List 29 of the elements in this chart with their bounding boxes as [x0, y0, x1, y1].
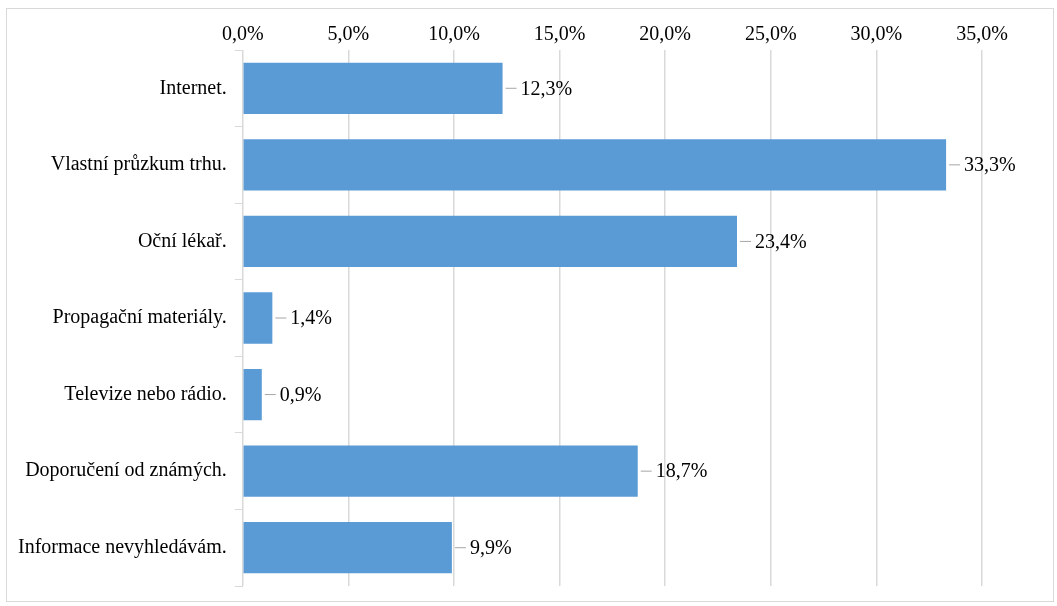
- y-tick-label: Internet.: [159, 75, 227, 98]
- data-label: 12,3%: [520, 76, 573, 99]
- bar: [243, 445, 638, 497]
- x-tick-label: 10,0%: [428, 22, 480, 45]
- y-tick-label: Televize nebo rádio.: [64, 381, 227, 404]
- bar: [243, 292, 273, 344]
- x-tick-label: 0,0%: [221, 22, 264, 45]
- y-tick-label: Vlastní průzkum trhu.: [50, 152, 227, 176]
- data-label: 9,9%: [469, 535, 512, 558]
- data-label: 18,7%: [655, 459, 708, 482]
- data-label: 23,4%: [755, 229, 807, 252]
- y-tick-label: Propagační materiály.: [52, 305, 227, 329]
- x-tick-label: 30,0%: [850, 22, 903, 45]
- y-tick-label: Doporučení od známých.: [25, 458, 227, 482]
- y-tick-label: Informace nevyhledávám.: [17, 534, 227, 558]
- x-tick-label: 5,0%: [327, 22, 370, 45]
- data-label: 33,3%: [964, 153, 1016, 176]
- bar: [243, 62, 503, 114]
- x-tick-label: 20,0%: [639, 22, 692, 45]
- bar: [243, 368, 262, 421]
- x-tick-label: 35,0%: [956, 22, 1008, 45]
- x-tick-label: 15,0%: [533, 22, 586, 45]
- bar: [243, 215, 737, 268]
- y-tick-label: Oční lékař.: [137, 228, 227, 251]
- data-label: 1,4%: [290, 306, 333, 329]
- bar: [243, 522, 452, 574]
- data-label: 0,9%: [279, 382, 322, 405]
- bar: [243, 139, 947, 191]
- x-tick-label: 25,0%: [744, 22, 797, 45]
